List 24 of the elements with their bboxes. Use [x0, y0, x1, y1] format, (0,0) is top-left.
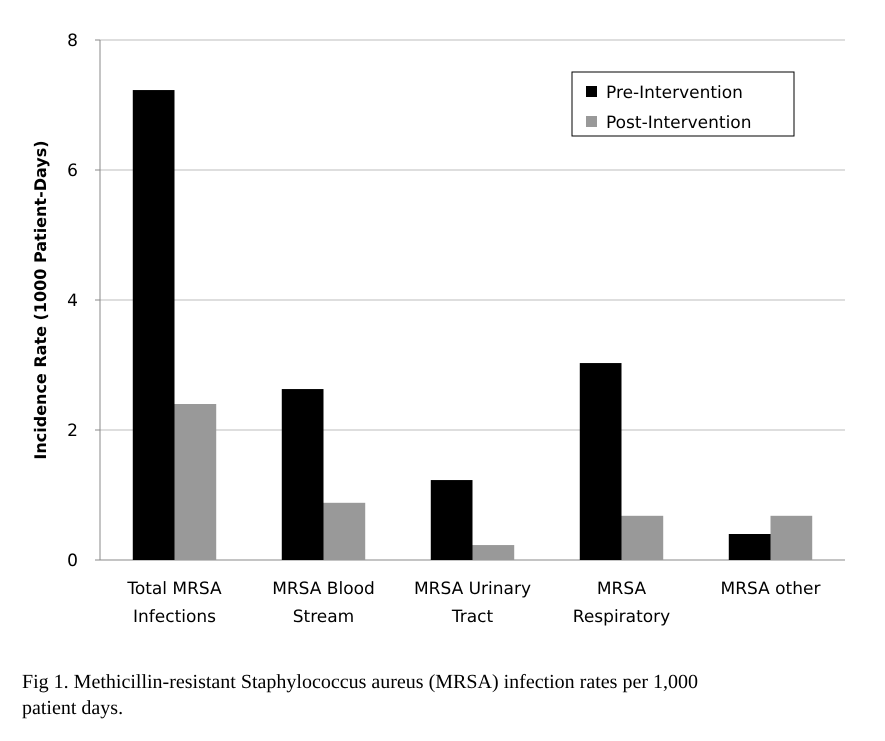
x-tick-label: MRSA Respiratory: [572, 579, 670, 627]
y-tick-label: 2: [67, 420, 78, 441]
x-tick-label: MRSA Blood Stream: [272, 579, 375, 627]
legend-label: Pre-Intervention: [606, 82, 743, 103]
bar: [132, 90, 174, 560]
bar: [282, 389, 324, 560]
bar: [728, 534, 770, 560]
bar: [580, 363, 622, 560]
bar: [174, 404, 216, 560]
y-tick-label: 8: [67, 30, 78, 51]
x-tick-label: MRSA Urinary Tract: [414, 579, 532, 627]
y-axis-title: Incidence Rate (1000 Patient-Days): [31, 140, 50, 460]
bar: [770, 516, 812, 560]
y-tick-label: 4: [67, 290, 78, 311]
y-tick-label: 6: [67, 160, 78, 181]
x-tick-label: MRSA other: [720, 579, 820, 599]
bar: [324, 502, 366, 560]
legend-label: Post-Intervention: [606, 112, 752, 133]
bar: [622, 516, 664, 560]
bar: [472, 545, 514, 560]
x-tick-label: Total MRSA Infections: [126, 579, 222, 627]
y-tick-label: 0: [67, 550, 78, 571]
bar: [430, 480, 472, 560]
caption: Fig 1. Methicillin-resistant Staphylococcus aureus (MRSA) infection rates per 1,000 patient days.: [22, 671, 698, 719]
